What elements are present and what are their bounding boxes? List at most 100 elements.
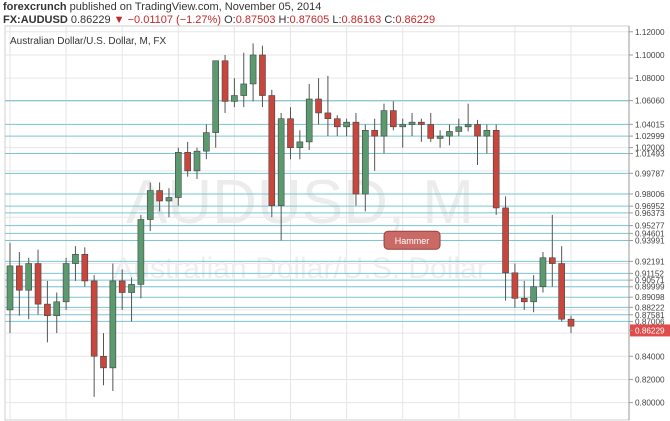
- candle: [380, 103, 388, 154]
- candle-body: [249, 54, 257, 85]
- high-value: 0.87605: [289, 14, 330, 26]
- y-tick-label: 1.12000: [635, 28, 665, 37]
- candle-body: [446, 131, 453, 137]
- candle-body: [455, 126, 463, 132]
- y-tick-label: 0.84000: [635, 352, 665, 361]
- candle: [539, 251, 547, 293]
- candle: [352, 112, 360, 206]
- candle-body: [34, 263, 42, 305]
- candle-body: [390, 110, 397, 128]
- candle: [62, 257, 70, 310]
- candle: [44, 280, 51, 343]
- candle: [165, 188, 173, 218]
- candle: [240, 52, 248, 108]
- candle: [361, 124, 369, 212]
- candle: [436, 130, 444, 148]
- y-tick-label: 0.99787: [635, 169, 665, 178]
- y-tick-label: 0.87581: [635, 311, 665, 320]
- candle: [221, 54, 229, 113]
- candle: [146, 182, 154, 232]
- candle: [483, 124, 491, 154]
- y-tick-label: 1.01493: [635, 150, 665, 159]
- price-change: −0.01107 (−1.27%): [127, 14, 221, 26]
- candle-body: [165, 197, 173, 202]
- candle-body: [464, 124, 472, 128]
- y-tick-label: 0.94601: [635, 229, 665, 238]
- y-tick-label: 1.10000: [635, 51, 665, 60]
- ohlc-line: FX:AUDUSD 0.86229 ▼ −0.01107 (−1.27%) O:…: [3, 14, 435, 26]
- candle: [324, 75, 332, 137]
- high-label: H:: [278, 14, 290, 26]
- candle: [287, 107, 294, 160]
- current-price-tag: [630, 324, 670, 337]
- annotation-box: [383, 230, 441, 250]
- candle-body: [539, 257, 547, 288]
- brand-name: forexcrunch: [3, 1, 67, 13]
- candle: [520, 280, 528, 310]
- y-tick-label: 0.98006: [635, 190, 665, 199]
- hammer-annotation: Hammer: [383, 230, 441, 250]
- candle-body: [100, 355, 107, 369]
- horizontal-levels: [5, 100, 629, 322]
- candle: [390, 101, 397, 131]
- candle-body: [90, 280, 98, 357]
- candle: [343, 118, 350, 137]
- candle: [558, 246, 565, 322]
- candle: [128, 277, 135, 322]
- candle-body: [530, 286, 537, 303]
- candle-body: [268, 95, 276, 206]
- candle: [446, 124, 453, 146]
- candle-body: [352, 121, 360, 195]
- candle: [259, 45, 266, 108]
- candle-body: [333, 118, 341, 128]
- candle: [175, 147, 182, 206]
- candle-body: [137, 219, 145, 285]
- candle-body: [548, 257, 556, 264]
- close-label: C:: [384, 14, 396, 26]
- candle-body: [81, 253, 89, 282]
- candle-body: [184, 152, 191, 172]
- y-tick-label: 0.91152: [635, 269, 664, 278]
- candle: [184, 141, 191, 177]
- candle: [212, 60, 219, 148]
- candle: [249, 43, 257, 102]
- candle-body: [287, 118, 294, 148]
- candle: [277, 112, 285, 241]
- y-tick-label: 0.96952: [635, 202, 665, 211]
- candle-body: [296, 141, 304, 148]
- candle-body: [118, 280, 126, 293]
- candle-body: [156, 190, 163, 202]
- candle-body: [259, 54, 266, 96]
- y-tick-label: 1.06060: [635, 97, 665, 106]
- published-text: published on TradingView.com, November 0…: [69, 1, 322, 13]
- candle: [502, 196, 509, 301]
- y-axis: 1.12000 1.10000 1.08000 1.06060 1.04015 1.029…: [628, 26, 670, 420]
- candle: [455, 118, 463, 137]
- y-tick-label: 0.82000: [635, 375, 665, 384]
- annotation-text: Hammer: [395, 236, 430, 246]
- y-tick-label: 0.80000: [635, 399, 665, 408]
- last-price: 0.86229: [70, 14, 111, 26]
- y-tick-label: 0.96373: [635, 209, 665, 218]
- current-price-label: 0.86229: [635, 326, 665, 335]
- candle: [193, 147, 201, 179]
- y-tick-label: 1.08000: [635, 74, 665, 83]
- candle: [567, 315, 575, 334]
- candle: [296, 130, 304, 160]
- candle-body: [399, 124, 407, 128]
- candle-body: [72, 253, 79, 264]
- low-value: 0.86163: [341, 14, 382, 26]
- candle: [530, 275, 537, 313]
- candle: [231, 78, 238, 108]
- candle-body: [511, 272, 519, 299]
- publish-line: forexcrunch published on TradingView.com…: [3, 1, 321, 13]
- candle: [118, 269, 126, 310]
- y-tick-label: 0.89098: [635, 293, 665, 302]
- candlestick-chart: AUDUSD, M Australian Dollar/U.S. Dollar …: [4, 25, 670, 421]
- candle-body: [492, 129, 500, 209]
- candle-body: [175, 152, 182, 198]
- candle-body: [277, 118, 285, 206]
- candle-body: [483, 129, 491, 137]
- y-tick-label: 0.92191: [635, 257, 665, 266]
- candle-body: [427, 124, 435, 139]
